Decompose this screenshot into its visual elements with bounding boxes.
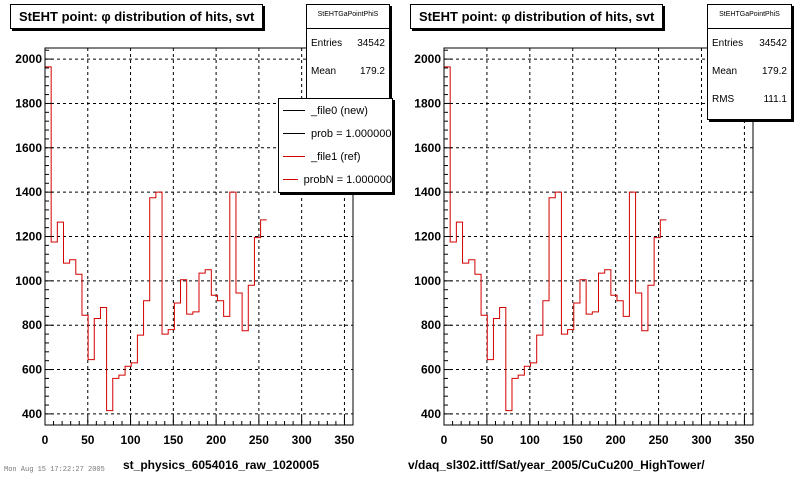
y-tick-label: 600 bbox=[22, 363, 42, 377]
x-tick-label: 200 bbox=[606, 433, 626, 447]
stats-rms-row: RMS 111.1 bbox=[712, 93, 787, 105]
y-tick-label: 1800 bbox=[15, 96, 42, 110]
datestamp: Mon Aug 15 17:22:27 2005 bbox=[4, 466, 105, 474]
x-tick-label: 350 bbox=[734, 433, 754, 447]
legend-entry: _file1 (ref) bbox=[279, 145, 392, 168]
x-tick-label: 350 bbox=[334, 433, 354, 447]
legend-line-swatch bbox=[283, 133, 305, 134]
y-tick-label: 1400 bbox=[414, 185, 441, 199]
right-plot: 0 50 100 150 200 250 300 350 400 600 800 1000 1200 14… bbox=[414, 47, 755, 447]
y-tick-label: 1200 bbox=[15, 230, 42, 244]
histogram-ref-line bbox=[44, 66, 267, 425]
y-tick-label: 1000 bbox=[15, 274, 42, 288]
x-tick-label: 0 bbox=[441, 433, 448, 447]
x-tick-label: 300 bbox=[292, 433, 312, 447]
x-tick-label: 50 bbox=[81, 433, 95, 447]
y-tick-label: 1800 bbox=[414, 96, 441, 110]
stats-histogram-name: StEHTGaPointPhiS bbox=[708, 5, 791, 29]
right-file-caption: v/daq_sl302.ittf/Sat/year_2005/CuCu200_H… bbox=[408, 458, 705, 472]
stats-entries-row: Entries 34542 bbox=[712, 37, 787, 49]
x-tick-label: 100 bbox=[520, 433, 540, 447]
left-file-caption: st_physics_6054016_raw_1020005 bbox=[123, 458, 320, 472]
right-stats-box: StEHTGaPointPhiS Entries 34542 Mean 179.… bbox=[707, 4, 792, 120]
x-tick-label: 250 bbox=[249, 433, 269, 447]
x-tick-label: 300 bbox=[691, 433, 711, 447]
legend-entry: prob = 1.000000 bbox=[279, 122, 392, 145]
legend-line-swatch bbox=[283, 156, 305, 157]
stats-mean-row: Mean 179.2 bbox=[712, 65, 787, 77]
y-tick-label: 1600 bbox=[414, 141, 441, 155]
x-tick-label: 200 bbox=[206, 433, 226, 447]
left-chart-title: StEHT point: φ distribution of hits, svt bbox=[10, 4, 264, 29]
y-tick-label: 2000 bbox=[15, 52, 42, 66]
x-tick-label: 50 bbox=[480, 433, 494, 447]
stats-entries-row: Entries 34542 bbox=[311, 37, 385, 49]
legend-line-swatch bbox=[283, 179, 298, 180]
y-tick-label: 2000 bbox=[414, 52, 441, 66]
legend-line-swatch bbox=[283, 110, 305, 111]
y-tick-label: 800 bbox=[421, 318, 441, 332]
x-tick-label: 250 bbox=[649, 433, 669, 447]
x-tick-label: 150 bbox=[563, 433, 583, 447]
legend-entry: _file0 (new) bbox=[279, 99, 392, 122]
y-tick-label: 1200 bbox=[414, 230, 441, 244]
y-tick-label: 400 bbox=[22, 407, 42, 421]
x-tick-label: 0 bbox=[42, 433, 49, 447]
y-tick-label: 1600 bbox=[15, 141, 42, 155]
x-tick-label: 150 bbox=[163, 433, 183, 447]
left-legend: _file0 (new) prob = 1.000000 _file1 (ref… bbox=[278, 98, 393, 193]
y-tick-label: 800 bbox=[22, 318, 42, 332]
y-tick-label: 400 bbox=[421, 407, 441, 421]
y-tick-label: 1000 bbox=[414, 274, 441, 288]
histogram-ref-line bbox=[443, 66, 667, 425]
y-tick-label: 1400 bbox=[15, 185, 42, 199]
right-chart-title: StEHT point: φ distribution of hits, svt bbox=[410, 4, 664, 29]
stats-histogram-name: StEHTGaPointPhiS bbox=[307, 5, 389, 29]
stats-mean-row: Mean 179.2 bbox=[311, 65, 385, 77]
x-tick-label: 100 bbox=[121, 433, 141, 447]
legend-entry: probN = 1.000000 bbox=[279, 168, 392, 191]
y-tick-label: 600 bbox=[421, 363, 441, 377]
